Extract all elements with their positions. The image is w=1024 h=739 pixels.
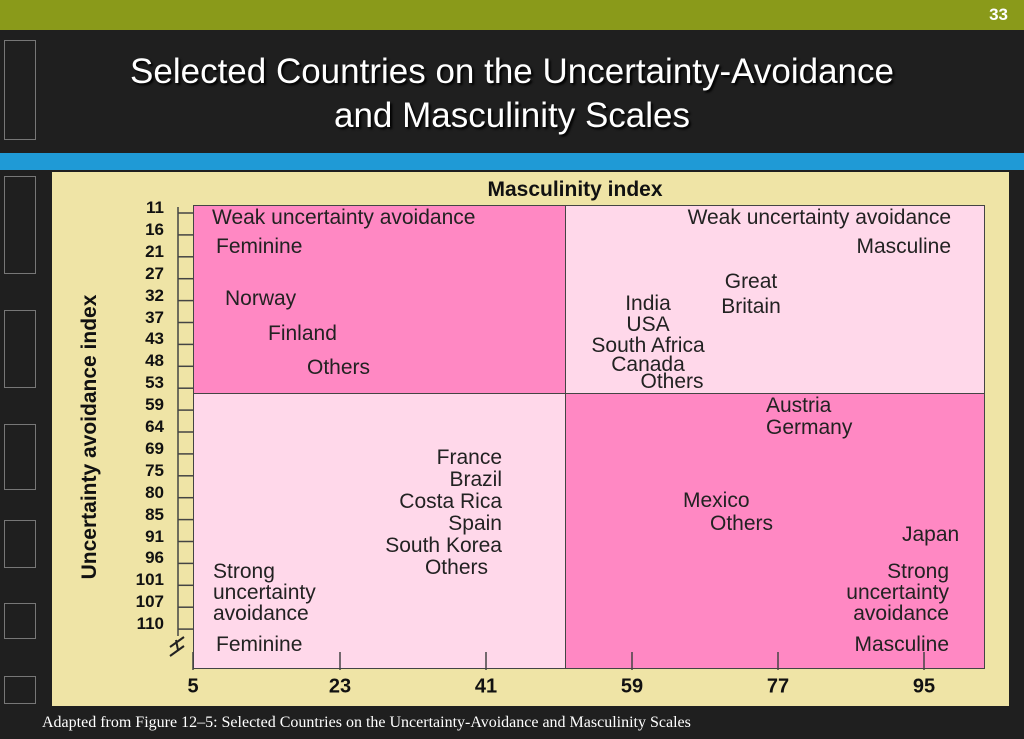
top-bar: 33: [0, 0, 1024, 30]
quadrant-label: Masculine: [856, 235, 951, 258]
x-tick-label: 59: [620, 675, 644, 698]
y-tick-label: 80: [145, 482, 164, 502]
x-tick-label: 23: [328, 675, 352, 698]
y-tick-label: 37: [145, 307, 164, 327]
y-tick-label: 75: [145, 460, 164, 480]
country-label: Others: [710, 512, 774, 535]
country-label: Britain: [721, 295, 781, 318]
quadrant-bottom-left: [193, 393, 566, 669]
quadrant-top-left: [193, 205, 566, 394]
y-tick-label: 96: [145, 548, 164, 568]
country-label: Great: [724, 270, 778, 293]
y-tick-label: 85: [145, 504, 164, 524]
country-label: Japan: [902, 523, 960, 546]
y-tick-label: 11: [146, 198, 164, 217]
y-tick-label: 110: [136, 614, 164, 634]
y-tick-label: 64: [145, 417, 164, 436]
y-tick-label: 107: [135, 592, 164, 612]
quadrant-top-right: [565, 205, 985, 394]
country-label: Norway: [225, 287, 297, 310]
x-tick-label: 41: [474, 675, 498, 698]
y-tick-label: 101: [135, 570, 164, 590]
side-decor-box: [4, 310, 36, 388]
y-tick-label: 21: [145, 241, 164, 261]
y-tick-label: 91: [145, 526, 164, 546]
x-tick-label: 95: [912, 675, 936, 698]
side-decor-box: [4, 603, 36, 639]
y-tick-label: 69: [145, 438, 164, 458]
blue-divider: [0, 153, 1024, 170]
country-label: Finland: [268, 322, 337, 345]
quadrant-label: avoidance: [853, 602, 949, 625]
title-line-2: and Masculinity Scales: [334, 96, 690, 135]
country-label: South Korea: [385, 534, 502, 557]
quadrant-label: Weak uncertainty avoidance: [212, 206, 476, 229]
slide-title: Selected Countries on the Uncertainty-Av…: [40, 50, 984, 138]
country-label: Costa Rica: [399, 490, 502, 513]
side-decor-box: [4, 424, 36, 490]
quadrant-label: Feminine: [216, 633, 303, 656]
x-tick-label: 5: [187, 675, 199, 698]
country-label: Germany: [766, 416, 853, 439]
y-tick-label: 16: [145, 219, 164, 239]
country-label: Mexico: [683, 489, 750, 512]
country-label: France: [436, 446, 502, 469]
side-decor-box: [4, 40, 36, 140]
country-label: South Africa: [591, 334, 705, 357]
quadrant-bottom-right: [565, 393, 985, 669]
country-label: Others: [640, 370, 704, 393]
side-decor-box: [4, 676, 36, 704]
y-tick-label: 59: [145, 395, 164, 415]
title-line-1: Selected Countries on the Uncertainty-Av…: [130, 52, 894, 91]
y-tick-label: 32: [145, 285, 164, 305]
quadrant-label: uncertainty: [846, 581, 949, 604]
y-tick-label: 27: [145, 263, 164, 283]
quadrant-label: uncertainty: [213, 581, 316, 604]
country-label: USA: [626, 313, 670, 336]
country-label: Brazil: [449, 468, 502, 491]
axis-break-icon: [169, 636, 185, 657]
quadrant-label: Masculine: [854, 633, 949, 656]
country-label: Austria: [766, 394, 832, 417]
country-label: Spain: [448, 512, 502, 535]
y-tick-label: 48: [145, 351, 164, 371]
x-axis-title: Masculinity index: [487, 178, 663, 201]
country-label: Others: [424, 556, 488, 579]
quadrant-label: Strong: [213, 560, 275, 583]
country-label: India: [625, 292, 671, 315]
slide-number: 33: [989, 5, 1008, 24]
quadrant-label: Weak uncertainty avoidance: [687, 206, 951, 229]
side-decor-box: [4, 520, 36, 568]
quadrant-label: Strong: [887, 560, 949, 583]
country-label: Others: [307, 356, 371, 379]
figure-caption: Adapted from Figure 12–5: Selected Count…: [42, 714, 691, 731]
x-tick-label: 77: [766, 675, 790, 698]
quadrant-label: avoidance: [213, 602, 309, 625]
country-label: Canada: [611, 353, 685, 376]
quadrant-label: Feminine: [216, 235, 303, 258]
side-decor-box: [4, 176, 36, 274]
y-axis-title: Uncertainty avoidance index: [78, 294, 101, 580]
y-tick-label: 43: [145, 329, 164, 349]
y-tick-label: 53: [145, 373, 164, 393]
